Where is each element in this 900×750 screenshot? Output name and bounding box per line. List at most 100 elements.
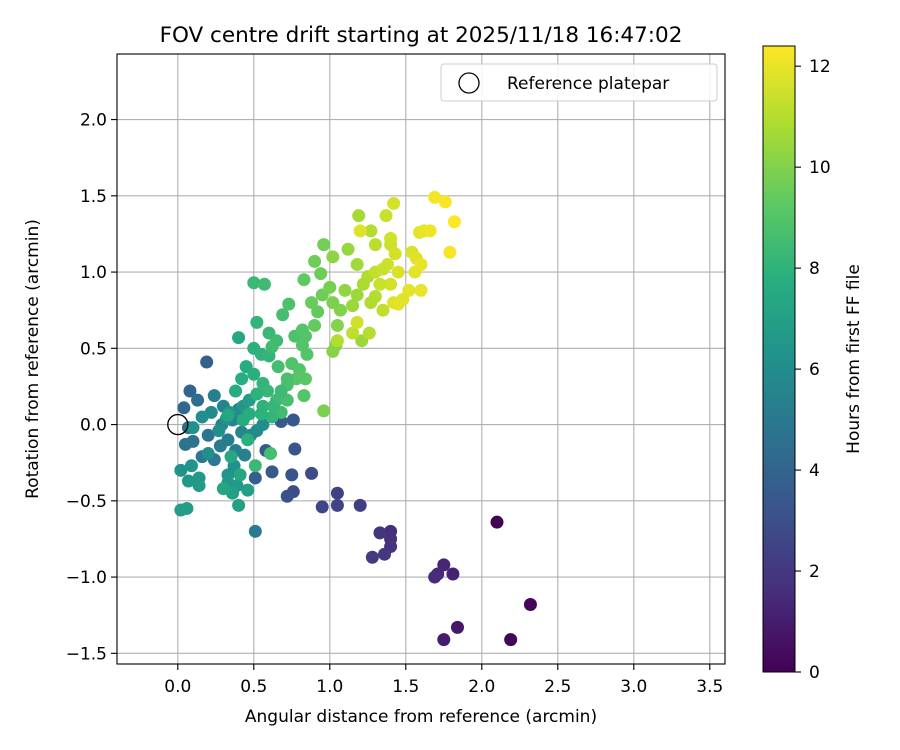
scatter-point	[289, 372, 303, 386]
colorbar-gradient	[762, 45, 796, 673]
x-tick-label: 1.5	[392, 677, 419, 697]
scatter-point	[391, 297, 405, 311]
scatter-point	[280, 393, 294, 407]
colorbar-ticks: 0 2 4 6 8 10 12	[795, 57, 831, 683]
scatter-point	[523, 598, 537, 612]
scatter-point	[267, 399, 281, 413]
x-tick-label: 3.5	[696, 677, 723, 697]
scatter-point	[276, 308, 290, 322]
scatter-point	[338, 283, 352, 297]
scatter-point	[247, 276, 261, 290]
colorbar-label: Hours from first FF file	[844, 264, 864, 454]
y-tick-label: 0.5	[80, 339, 107, 359]
scatter-point	[224, 450, 238, 464]
scatter-point	[241, 483, 255, 497]
legend-marker-icon	[458, 72, 480, 94]
scatter-point	[297, 389, 311, 403]
scatter-point	[490, 515, 504, 529]
scatter-point	[365, 550, 379, 564]
scatter-point	[384, 277, 398, 291]
scatter-point	[315, 500, 329, 514]
scatter-point	[446, 567, 460, 581]
x-tick-label: 3.0	[620, 677, 647, 697]
scatter-point	[391, 265, 405, 279]
scatter-point	[233, 468, 247, 482]
scatter-point	[186, 421, 200, 435]
scatter-point	[373, 526, 387, 540]
colorbar-tick-label: 6	[809, 360, 820, 380]
scatter-point	[247, 367, 261, 381]
scatter-point	[274, 384, 288, 398]
colorbar-tick-label: 12	[809, 57, 831, 77]
scatter-point	[378, 547, 392, 561]
scatter-point	[350, 315, 364, 329]
scatter-point	[212, 424, 226, 438]
scatter-point	[373, 277, 387, 291]
scatter-point	[423, 224, 437, 238]
scatter-point	[330, 318, 344, 332]
scatter-point	[265, 465, 279, 479]
x-axis-label: Angular distance from reference (arcmin)	[245, 707, 597, 727]
scatter-point	[280, 489, 294, 503]
scatter-point	[282, 297, 296, 311]
scatter-point	[177, 401, 191, 415]
scatter-point	[364, 296, 378, 310]
y-tick-label: −0.5	[66, 492, 107, 512]
scatter-point	[346, 299, 360, 313]
scatter-point	[314, 267, 328, 281]
scatter-point	[221, 433, 235, 447]
scatter-point	[388, 247, 402, 261]
scatter-point	[326, 344, 340, 358]
scatter-point	[207, 389, 221, 403]
scatter-point	[387, 196, 401, 210]
scatter-point	[305, 466, 319, 480]
scatter-point	[450, 620, 464, 634]
scatter-point	[265, 340, 279, 354]
scatter-point	[362, 326, 376, 340]
scatter-point	[356, 277, 370, 291]
colorbar-tick-label: 0	[809, 663, 820, 683]
x-tick-label: 2.0	[468, 677, 495, 697]
x-axis-ticks: 0.0 0.5 1.0 1.5 2.0 2.5 3.0 3.5	[164, 664, 723, 697]
plot-frame	[116, 53, 726, 665]
scatter-point	[350, 288, 364, 302]
chart-title: FOV centre drift starting at 2025/11/18 …	[160, 23, 683, 48]
scatter-point	[181, 474, 195, 488]
scatter-point	[379, 209, 393, 223]
y-tick-label: 2.0	[80, 111, 107, 131]
scatter-point	[298, 372, 312, 386]
scatter-point	[504, 633, 518, 647]
scatter-point	[180, 501, 194, 515]
scatter-point	[330, 498, 344, 512]
scatter-point	[248, 471, 262, 485]
scatter-point	[437, 633, 451, 647]
y-tick-label: 0.0	[80, 416, 107, 436]
scatter-point	[184, 459, 198, 473]
scatter-point	[333, 303, 347, 317]
scatter-point	[317, 404, 331, 418]
scatter-point	[326, 250, 340, 264]
y-tick-label: −1.0	[66, 568, 107, 588]
scatter-point	[229, 384, 243, 398]
x-tick-label: 2.5	[544, 677, 571, 697]
scatter-point	[265, 410, 279, 424]
legend: Reference platepar	[440, 63, 718, 102]
scatter-point	[384, 232, 398, 246]
scatter-point	[201, 447, 215, 461]
scatter-point	[330, 486, 344, 500]
scatter-point	[286, 413, 300, 427]
scatter-point	[353, 224, 367, 238]
scatter-point	[443, 245, 457, 259]
scatter-point	[414, 283, 428, 297]
colorbar-tick-label: 8	[809, 259, 820, 279]
scatter-point	[285, 468, 299, 482]
scatter-point	[248, 524, 262, 538]
scatter-point	[341, 242, 355, 256]
y-tick-label: −1.5	[66, 644, 107, 664]
scatter-point	[242, 407, 256, 421]
scatter-point	[200, 355, 214, 369]
scatter-point	[402, 283, 416, 297]
scatter-point	[323, 280, 337, 294]
scatter-point	[216, 482, 230, 496]
